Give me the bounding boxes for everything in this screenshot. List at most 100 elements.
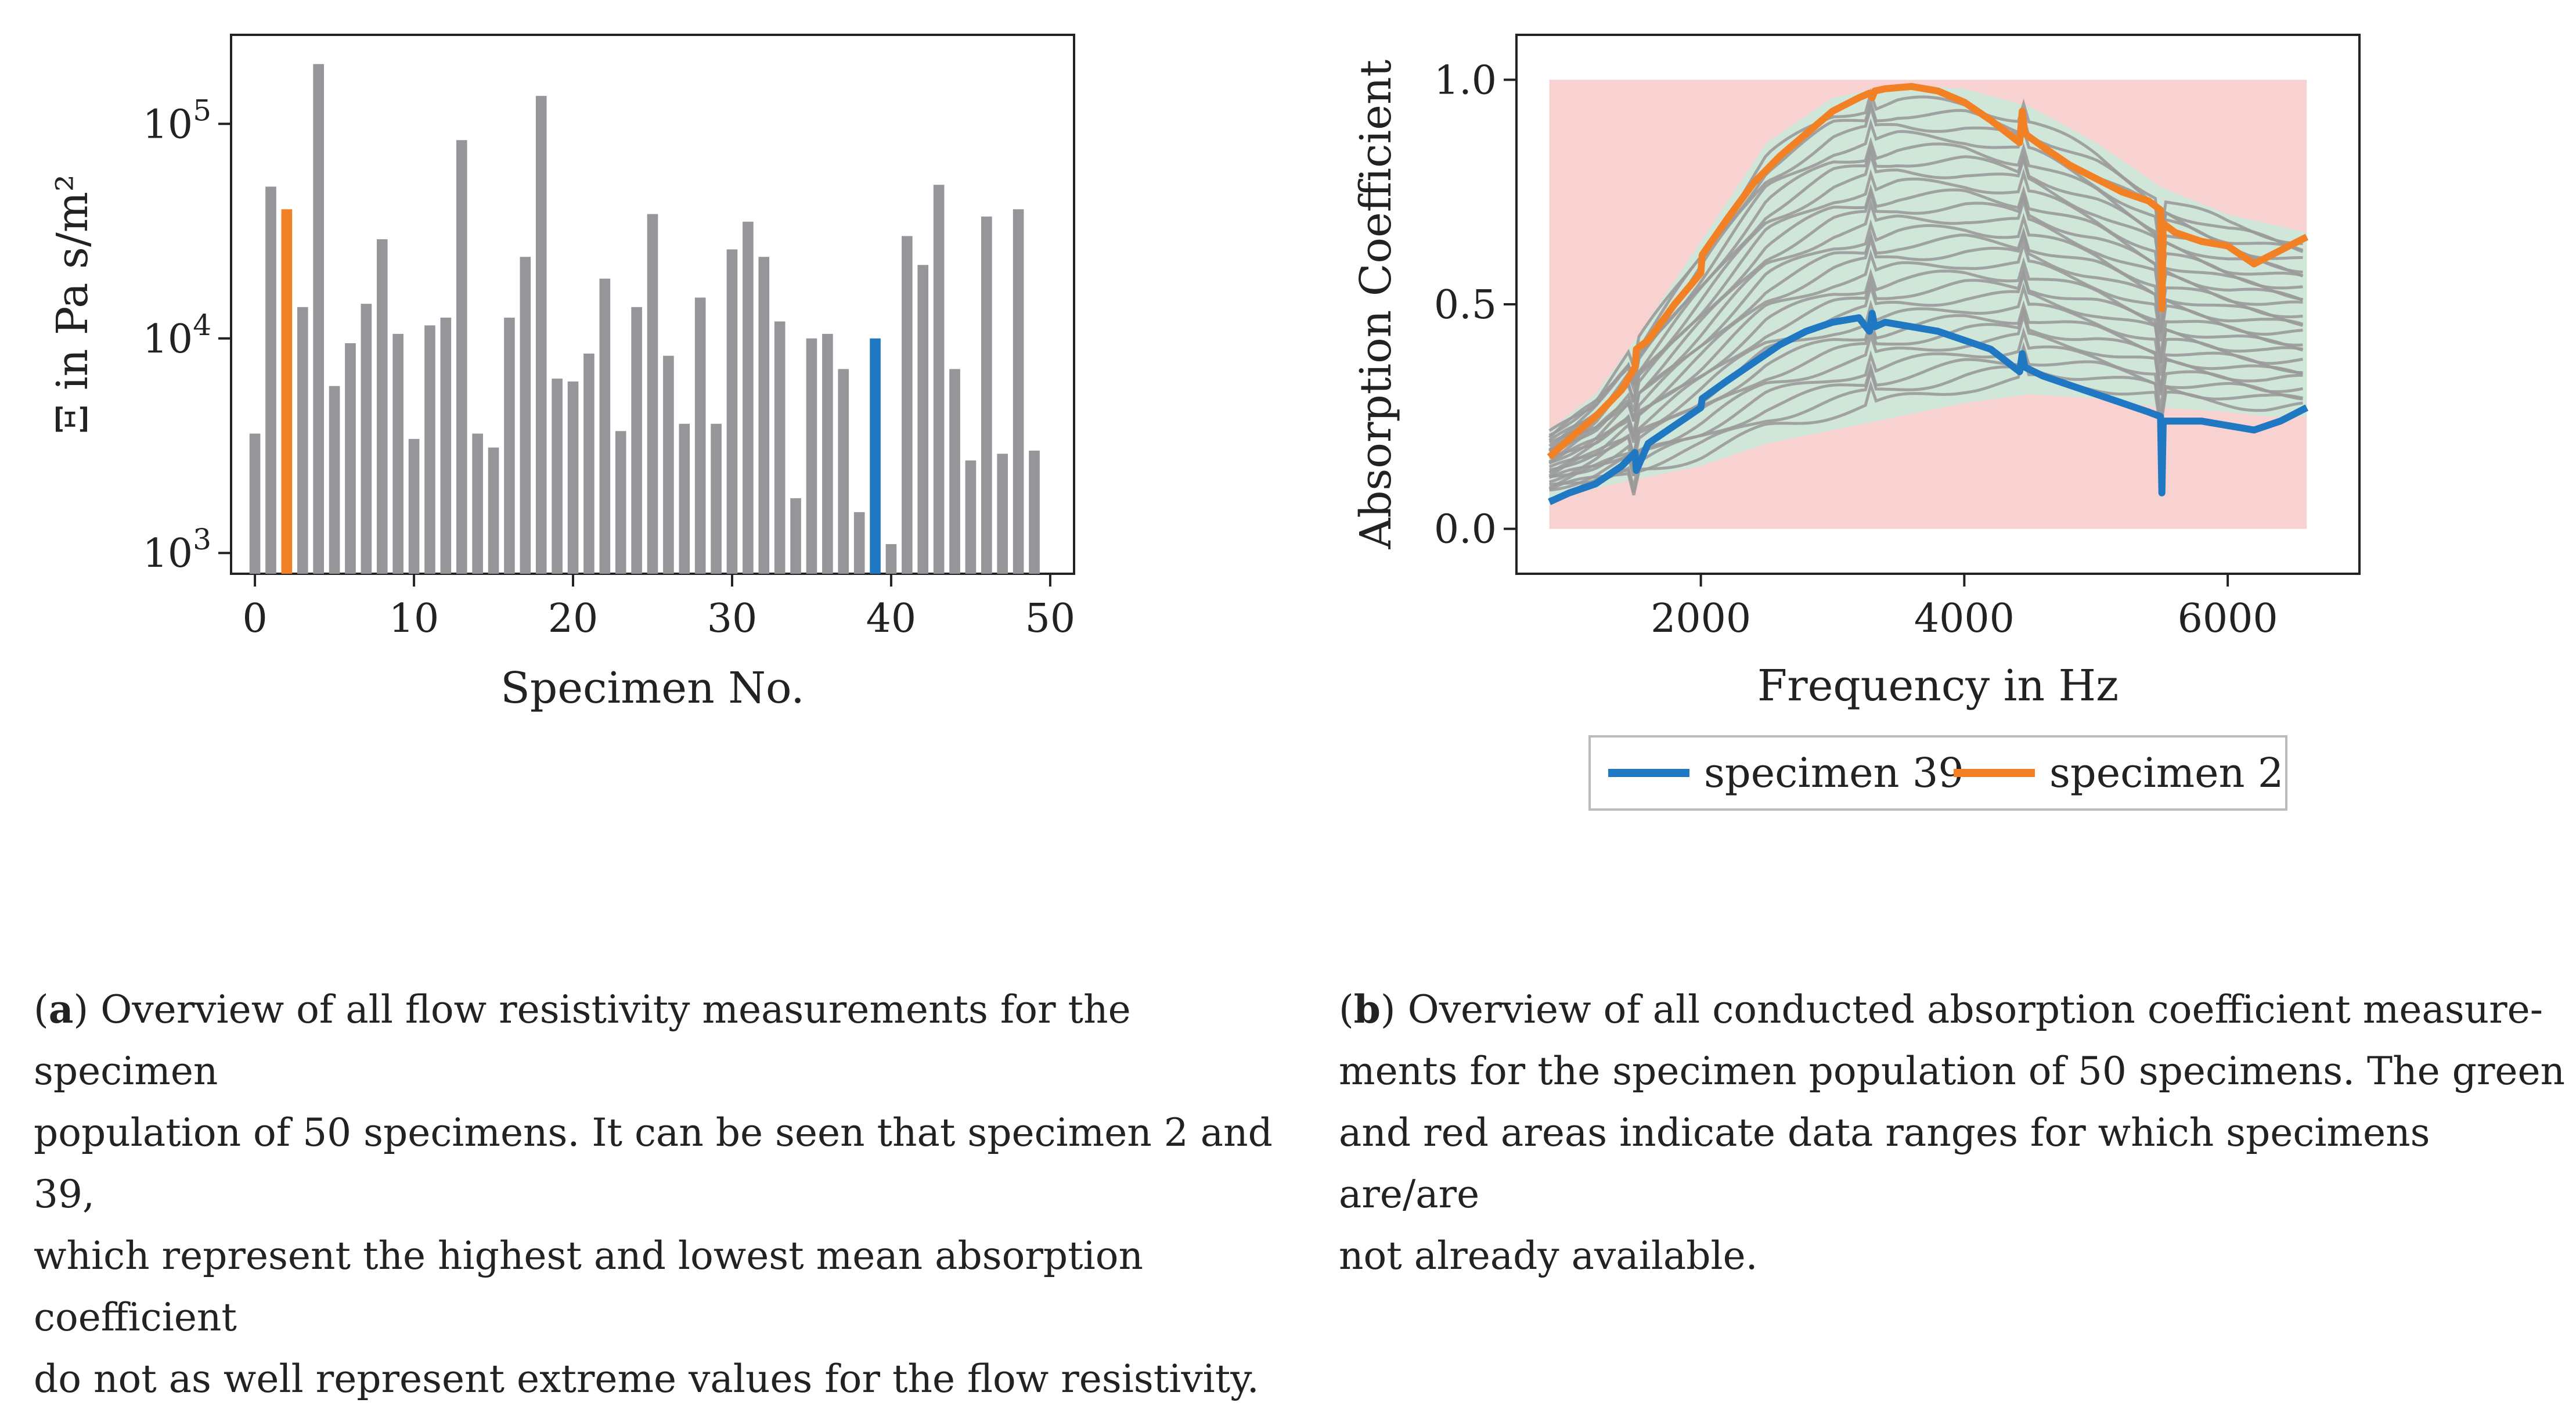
absorption-coefficient-chart: 2000 4000 6000 0.0 0.5 1.0 Frequency in Hz A… — [1351, 34, 2361, 811]
bar-specimen-33 — [774, 321, 786, 574]
bar-specimen-11 — [424, 325, 435, 574]
specimen-curve — [1548, 229, 2304, 465]
highlighted-specimen-curves — [1547, 82, 2309, 505]
chart-a-x-tick-label: 50 — [1025, 596, 1076, 642]
chart-b-y-tick-label: 0.0 — [1434, 507, 1497, 553]
chart-a-x-tick-label: 40 — [866, 596, 917, 642]
bar-specimen-3 — [297, 307, 308, 574]
chart-a-x-tick-label: 30 — [707, 596, 758, 642]
bar-specimen-24 — [631, 307, 642, 574]
bar-specimen-43 — [933, 185, 945, 574]
specimen-curve — [1549, 341, 2303, 488]
chart-a-y-ticks: 103 104 105 — [143, 93, 231, 577]
chart-a-y-axis-label: Ξ in Pa s/m² — [48, 174, 98, 434]
caption-b-line-3: and red areas indicate data ranges for w… — [1339, 1110, 2430, 1217]
bar-specimen-1 — [265, 186, 276, 574]
bar-specimen-45 — [965, 460, 977, 574]
bar-specimen-27 — [679, 423, 690, 574]
caption-a-line-2: population of 50 specimens. It can be se… — [34, 1110, 1273, 1217]
bar-specimen-7 — [361, 304, 372, 574]
bar-specimen-49 — [1029, 450, 1040, 574]
bar-specimen-16 — [504, 317, 515, 574]
bar-specimen-5 — [329, 386, 340, 574]
flow-resistivity-chart: 0 10 20 30 40 50 103 104 105 Specimen No. Ξ in … — [48, 34, 1075, 713]
bar-specimen-44 — [949, 369, 960, 574]
specimen-curve — [1548, 267, 2304, 469]
bar-specimen-34 — [790, 498, 801, 574]
caption-b-line-1-text: ) Overview of all conducted absorption c… — [1380, 987, 2543, 1032]
chart-b-y-tick-label: 1.0 — [1434, 57, 1497, 103]
bar-specimen-37 — [838, 369, 849, 574]
caption-b-label: b — [1353, 987, 1381, 1032]
specimen-curve — [1548, 226, 2304, 459]
bar-specimen-36 — [822, 333, 833, 574]
specimen-curve — [1548, 344, 2303, 495]
bar-specimen-2 — [281, 209, 293, 574]
bar-specimen-14 — [472, 433, 483, 574]
chart-a-x-axis-label: Specimen No. — [500, 663, 805, 713]
caption-a-line-1-text: ) Overview of all flow resistivity measu… — [34, 987, 1131, 1094]
legend-label-specimen-2: specimen 2 — [2049, 749, 2283, 797]
bar-specimen-32 — [758, 257, 770, 574]
bar-specimen-30 — [726, 249, 738, 574]
legend-box — [1588, 735, 2287, 811]
specimen-curve — [1548, 98, 2304, 432]
bar-specimen-48 — [1013, 209, 1024, 574]
chart-b-x-axis-label: Frequency in Hz — [1757, 661, 2119, 711]
bar-specimen-19 — [552, 378, 563, 574]
caption-a-line-4: do not as well represent extreme values … — [34, 1357, 1259, 1401]
bar-specimen-47 — [997, 454, 1008, 574]
series-specimen-39 — [1548, 310, 2309, 505]
specimen-curve — [1548, 88, 2303, 437]
bar-specimen-35 — [806, 338, 817, 574]
bar-specimen-15 — [488, 447, 499, 574]
chart-a-bars — [249, 64, 1040, 574]
bar-specimen-28 — [694, 297, 706, 574]
caption-b: (b) Overview of all conducted absorption… — [1339, 979, 2570, 1287]
caption-b-line-1: (b) Overview of all conducted absorption… — [1339, 987, 2543, 1032]
chart-b-y-tick-label: 0.5 — [1434, 282, 1497, 328]
all-specimen-curves — [1548, 88, 2304, 501]
bar-specimen-38 — [853, 512, 865, 574]
specimen-curve — [1548, 282, 2303, 484]
bar-specimen-39 — [870, 338, 881, 574]
bar-specimen-4 — [313, 64, 324, 574]
bar-specimen-22 — [599, 278, 611, 574]
bar-specimen-23 — [615, 431, 626, 574]
chart-a-x-tick-label: 20 — [548, 596, 599, 642]
bar-specimen-13 — [456, 140, 467, 574]
legend-label-specimen-39: specimen 39 — [1704, 749, 1964, 797]
caption-a-line-1: (a) Overview of all flow resistivity mea… — [34, 987, 1131, 1094]
chart-a-y-tick-label: 103 — [143, 523, 211, 577]
chart-a-y-tick-label: 104 — [143, 308, 211, 362]
bar-specimen-18 — [535, 96, 547, 574]
bar-specimen-8 — [376, 239, 388, 574]
chart-a-x-ticks: 0 10 20 30 40 50 — [242, 574, 1075, 642]
bar-specimen-29 — [711, 423, 722, 574]
series-specimen-2 — [1547, 82, 2309, 460]
chart-b-x-tick-label: 4000 — [1914, 596, 2015, 642]
figure: 0 10 20 30 40 50 103 104 105 Specimen No. Ξ in … — [48, 34, 2361, 811]
chart-b-x-tick-label: 6000 — [2178, 596, 2278, 642]
bar-specimen-10 — [408, 438, 420, 574]
chart-b-x-tick-label: 2000 — [1651, 596, 1751, 642]
bar-specimen-9 — [392, 333, 403, 574]
caption-a-line-3: which represent the highest and lowest m… — [34, 1233, 1144, 1340]
caption-a: (a) Overview of all flow resistivity mea… — [34, 979, 1276, 1410]
bar-specimen-17 — [520, 257, 531, 574]
caption-a-label: a — [48, 987, 74, 1032]
specimen-curve — [1548, 143, 2304, 442]
bar-specimen-42 — [917, 265, 929, 574]
chart-a-x-tick-label: 0 — [242, 596, 267, 642]
bar-specimen-20 — [567, 381, 579, 574]
bar-specimen-46 — [981, 216, 992, 574]
bar-specimen-26 — [663, 355, 674, 574]
chart-a-x-tick-label: 10 — [389, 596, 439, 642]
bar-specimen-0 — [249, 433, 261, 574]
specimen-curve — [1548, 118, 2303, 448]
bar-specimen-41 — [902, 236, 913, 574]
bar-specimen-25 — [647, 214, 658, 574]
bar-specimen-21 — [583, 353, 595, 574]
chart-b-x-ticks: 2000 4000 6000 — [1651, 574, 2278, 642]
caption-b-line-2: ments for the specimen population of 50 … — [1339, 1049, 2566, 1094]
